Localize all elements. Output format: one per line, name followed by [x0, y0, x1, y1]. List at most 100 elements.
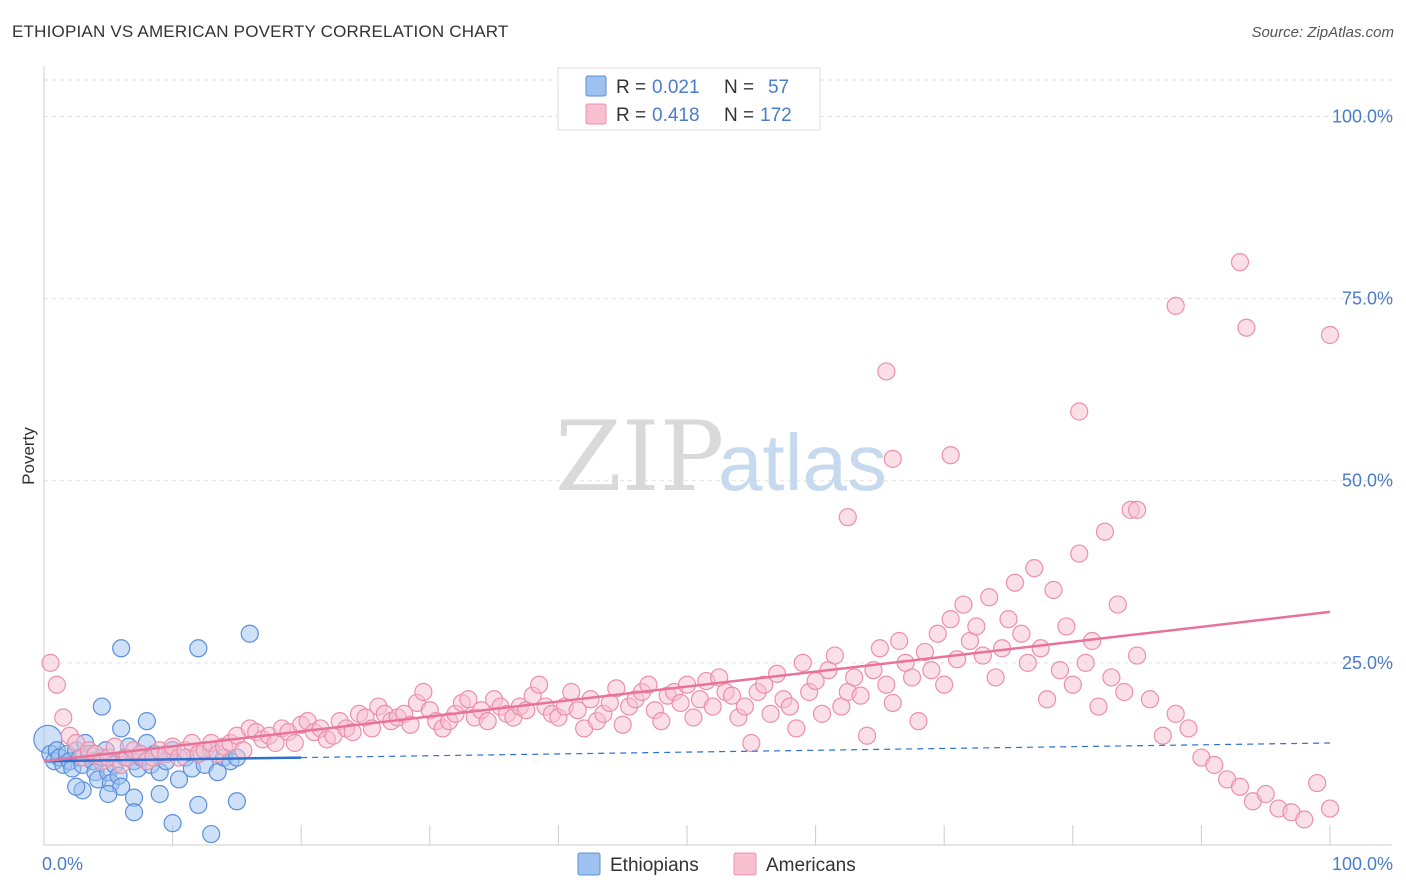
legend-swatch-americans: [733, 852, 757, 876]
americans-point: [883, 693, 902, 713]
americans-point: [845, 668, 864, 687]
americans-point: [1037, 690, 1057, 709]
americans-point: [1095, 522, 1115, 541]
americans-point: [722, 686, 742, 705]
americans-point: [652, 712, 671, 731]
tick-labels: 25.0% 50.0% 75.0% 100.0% 0.0% 100.0%: [42, 106, 1393, 874]
y-axis-label: Poverty: [19, 427, 38, 485]
gridlines: [44, 79, 1392, 664]
y-tick-label: 75.0%: [1342, 289, 1393, 309]
americans-point: [787, 719, 806, 738]
legend-swatch-ethiopians: [577, 852, 601, 876]
americans-point: [1050, 661, 1070, 680]
americans-point: [639, 675, 658, 694]
ethiopians-point: [67, 777, 86, 796]
americans-point: [755, 675, 774, 694]
trend-lines: [43, 610, 1331, 763]
ethiopians-point: [169, 770, 189, 789]
americans-point: [915, 642, 935, 662]
americans-point: [1308, 773, 1327, 793]
americans-point: [973, 646, 992, 665]
americans-point: [234, 741, 253, 760]
y-tick-label: 50.0%: [1342, 471, 1393, 491]
americans-point: [684, 708, 703, 727]
americans-point: [922, 661, 941, 680]
x-tick-label: 100.0%: [1332, 854, 1393, 874]
americans-point: [105, 737, 124, 756]
americans-point: [1012, 624, 1031, 643]
ethiopians-point: [189, 639, 208, 658]
ethiopians-point: [92, 697, 111, 716]
americans-point: [877, 362, 896, 381]
americans-point: [793, 653, 812, 672]
americans-point: [459, 690, 478, 709]
trend-line-extension-ethiopians: [301, 742, 1331, 759]
americans-point: [401, 715, 420, 734]
americans-point: [941, 610, 960, 629]
americans-point: [1320, 325, 1340, 345]
legend-swatch-ethiopians: [585, 75, 607, 97]
americans-point: [671, 693, 690, 713]
y-tick-label: 25.0%: [1342, 653, 1393, 673]
americans-point: [1140, 690, 1160, 709]
americans-point: [870, 639, 890, 658]
americans-point: [1018, 653, 1037, 672]
americans-point: [857, 726, 877, 745]
americans-point: [1057, 617, 1076, 636]
legend-swatch-americans: [585, 103, 607, 125]
americans-point: [562, 682, 581, 702]
stats-legend: R = 0.021 N = 57 R = 0.418 N = 172: [557, 67, 821, 131]
americans-point: [41, 653, 60, 672]
americans-point: [838, 508, 857, 527]
americans-point: [47, 675, 66, 694]
data-points: [33, 253, 1340, 844]
americans-point: [1166, 704, 1185, 723]
legend-series-ethiopians: Ethiopians: [610, 855, 699, 876]
americans-point: [1179, 719, 1198, 738]
americans-point: [1166, 296, 1185, 315]
americans-point: [967, 617, 986, 636]
americans-point: [1102, 668, 1121, 687]
watermark-zip: ZIP: [555, 401, 724, 513]
americans-point: [1089, 697, 1108, 716]
americans-point: [761, 704, 780, 723]
americans-point: [1063, 675, 1082, 694]
americans-point: [1230, 777, 1250, 796]
trend-line-ethiopians: [43, 756, 302, 763]
americans-point: [767, 664, 787, 683]
legend-n-value: 57: [768, 77, 789, 98]
americans-point: [825, 646, 844, 665]
americans-point: [928, 624, 947, 643]
y-tick-label: 100.0%: [1332, 106, 1393, 126]
chart-title: ETHIOPIAN VS AMERICAN POVERTY CORRELATIO…: [12, 22, 509, 41]
watermark-atlas: atlas: [718, 418, 887, 507]
americans-point: [980, 588, 999, 607]
americans-point: [343, 722, 362, 742]
ethiopians-point: [227, 792, 246, 811]
legend-n-label: N =: [724, 77, 754, 98]
americans-point: [1070, 402, 1089, 421]
legend-r-label: R =: [616, 77, 646, 98]
americans-point: [935, 675, 954, 694]
trend-line-americans: [43, 610, 1331, 763]
americans-point: [1115, 682, 1134, 702]
legend-r-label: R =: [616, 105, 646, 126]
americans-point: [1127, 500, 1147, 519]
americans-point: [999, 610, 1018, 629]
legend-r-value: 0.021: [652, 77, 700, 98]
americans-point: [285, 733, 304, 753]
americans-point: [530, 675, 549, 694]
americans-point: [478, 712, 497, 731]
americans-point: [851, 686, 870, 705]
ethiopians-point: [137, 712, 156, 731]
legend-r-value: 0.418: [652, 105, 700, 126]
americans-point: [1031, 639, 1050, 658]
americans-point: [607, 679, 626, 698]
americans-point: [703, 697, 722, 716]
americans-point: [1205, 755, 1224, 774]
americans-point: [1320, 799, 1340, 818]
americans-point: [1025, 559, 1044, 578]
legend-series-americans: Americans: [766, 855, 856, 876]
americans-point: [1237, 318, 1256, 337]
